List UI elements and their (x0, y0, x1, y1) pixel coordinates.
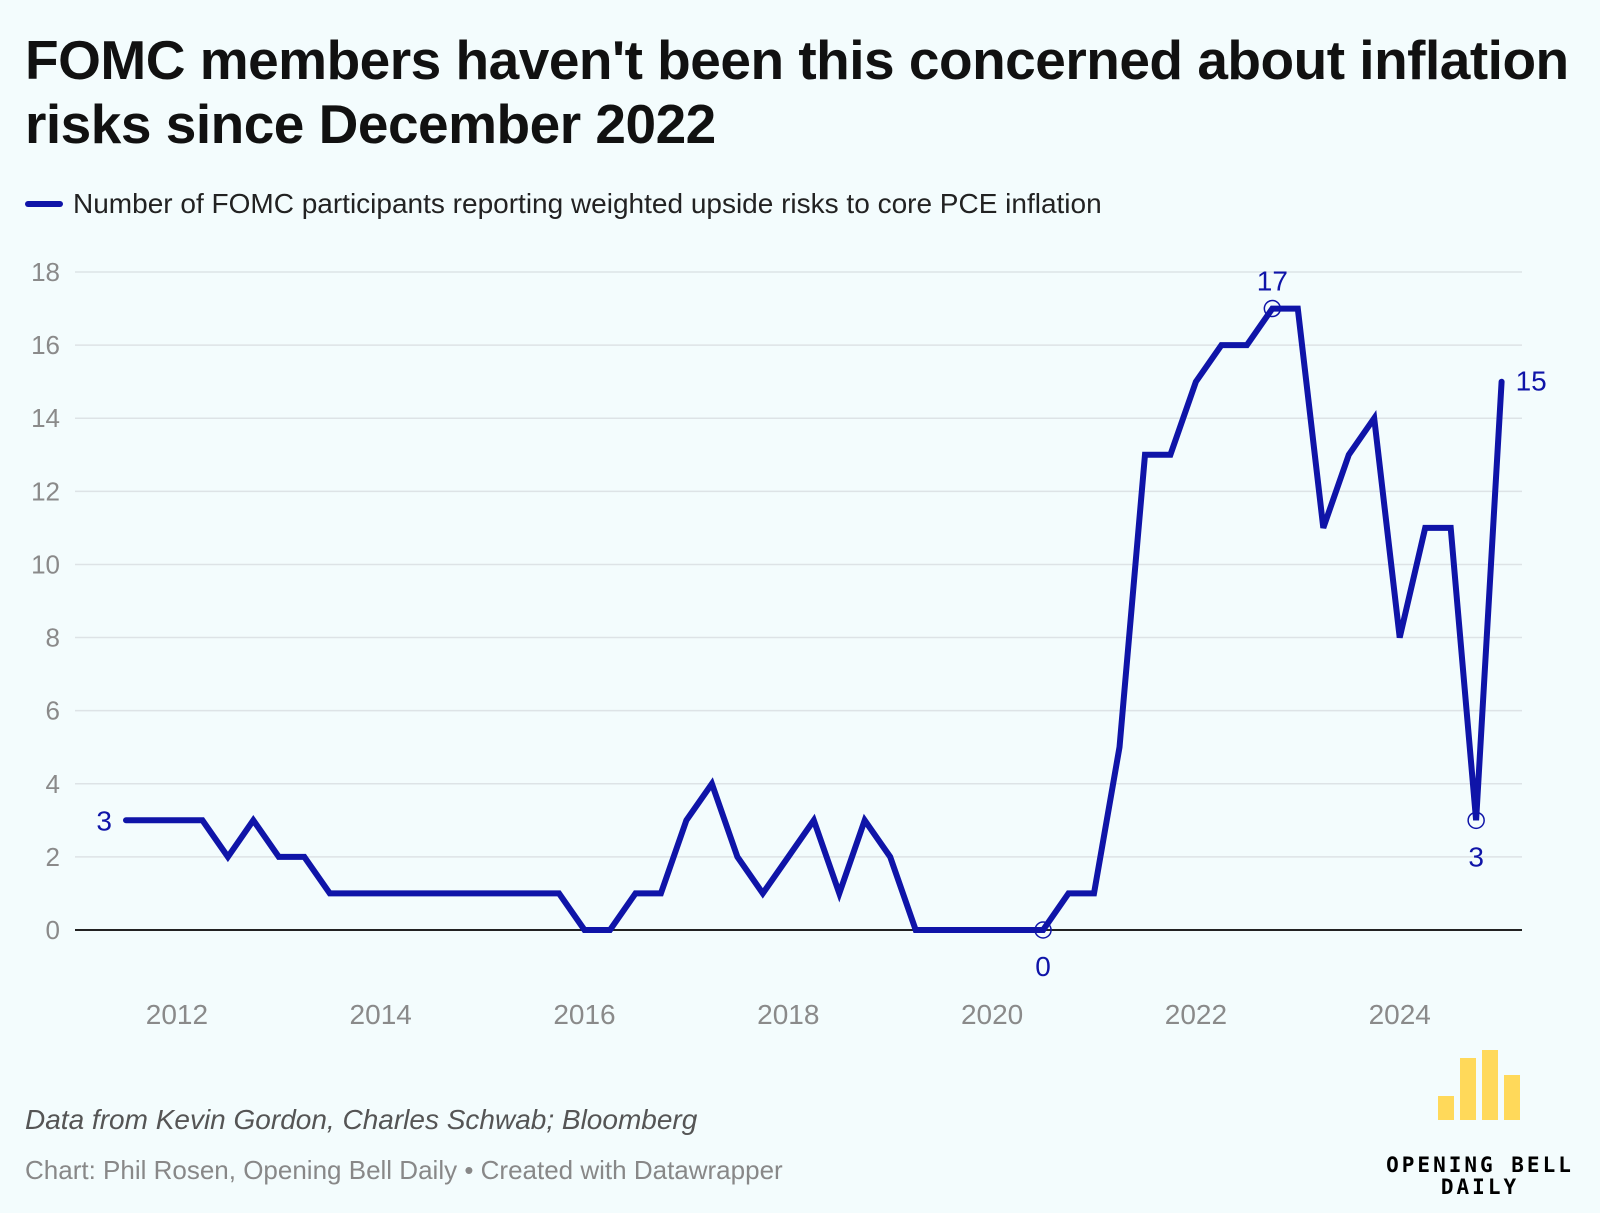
y-tick-label: 6 (46, 696, 60, 726)
y-tick-label: 8 (46, 623, 60, 653)
x-tick-label: 2012 (146, 999, 208, 1030)
logo-bar (1504, 1075, 1520, 1120)
x-tick-label: 2022 (1165, 999, 1227, 1030)
series-layer (123, 305, 1505, 933)
y-tick-label: 10 (31, 549, 60, 579)
x-tick-label: 2014 (350, 999, 412, 1030)
y-tick-label: 4 (46, 769, 60, 799)
annotation-label: 3 (1468, 841, 1484, 872)
credit-note: Chart: Phil Rosen, Opening Bell Daily • … (25, 1155, 783, 1185)
logo-bar (1460, 1058, 1476, 1120)
y-tick-label: 2 (46, 842, 60, 872)
annotation-marker (1467, 811, 1485, 830)
y-axis-labels: 0 2 4 6 8 10 12 14 16 18 (31, 257, 60, 945)
opening-bell-daily-logo (1438, 1050, 1520, 1120)
annotation-marker (1263, 299, 1282, 318)
legend-label: Number of FOMC participants reporting we… (73, 188, 1102, 219)
y-tick-label: 0 (46, 915, 60, 945)
logo-bar (1482, 1050, 1498, 1120)
x-tick-label: 2018 (757, 999, 819, 1030)
logo-bar (1438, 1096, 1454, 1120)
x-tick-label: 2016 (553, 999, 615, 1030)
x-axis-labels: 2012 2014 2016 2018 2020 2022 2024 (146, 999, 1431, 1030)
source-note: Data from Kevin Gordon, Charles Schwab; … (25, 1104, 698, 1135)
annotation-label: 17 (1257, 266, 1288, 297)
y-tick-label: 14 (31, 403, 60, 433)
series-line (123, 305, 1505, 933)
legend-swatch (25, 201, 63, 207)
annotation-label: 15 (1516, 366, 1547, 397)
annotation-label: 3 (96, 805, 112, 836)
logo-text: OPENING BELL DAILY (1386, 1153, 1574, 1199)
annotation-marker (1034, 921, 1052, 939)
grid-lines (75, 271, 1522, 931)
y-tick-label: 18 (31, 257, 60, 287)
x-tick-label: 2024 (1369, 999, 1431, 1030)
y-tick-label: 12 (31, 476, 60, 506)
annotation-label: 0 (1035, 951, 1051, 982)
legend: Number of FOMC participants reporting we… (25, 188, 1102, 220)
annotations: 3 0 17 3 15 (96, 266, 1546, 982)
x-tick-label: 2020 (961, 999, 1023, 1030)
y-tick-label: 16 (31, 330, 60, 360)
chart-title: FOMC members haven't been this concerned… (25, 29, 1569, 155)
